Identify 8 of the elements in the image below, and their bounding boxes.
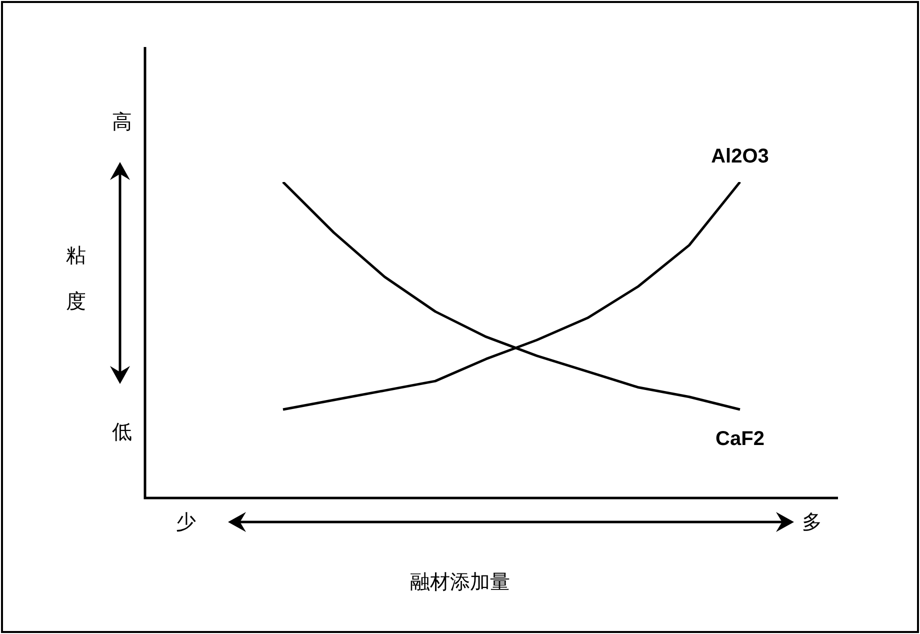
series-label: Al2O3 [711,146,769,168]
text: 多 [802,508,822,536]
series-label: CaF2 [716,428,764,450]
x-axis-title: 融材添加量 [410,568,510,596]
text: 粘度 [66,242,86,315]
text: 低 [112,418,132,446]
text: 少 [176,508,196,536]
text: 高 [112,108,132,136]
